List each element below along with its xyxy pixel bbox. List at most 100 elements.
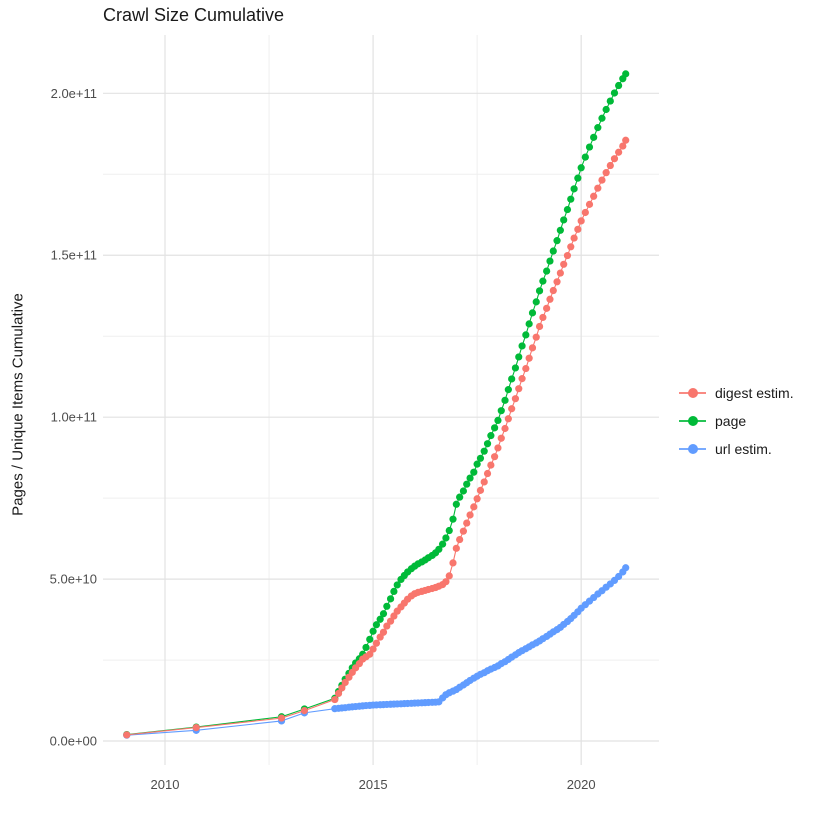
data-point: [480, 447, 488, 455]
data-point: [574, 174, 582, 182]
data-point: [501, 396, 509, 404]
data-point: [372, 639, 381, 647]
data-point: [539, 277, 547, 285]
data-point: [470, 468, 478, 476]
data-point: [487, 461, 495, 469]
legend-key-digest-icon: [679, 385, 706, 401]
legend-item-page: page: [679, 407, 794, 435]
data-point: [515, 385, 523, 393]
y-tick-label: 0.0e+00: [50, 734, 97, 749]
data-point: [622, 70, 630, 78]
data-point: [556, 269, 564, 277]
data-point: [553, 278, 561, 286]
chart-title: Crawl Size Cumulative: [103, 5, 285, 25]
data-point: [543, 267, 551, 275]
data-point: [570, 185, 578, 193]
data-point: [390, 587, 398, 596]
data-point: [341, 678, 349, 687]
data-point: [615, 81, 623, 90]
legend-key-page-icon: [679, 413, 706, 429]
data-point: [560, 260, 568, 268]
data-point: [466, 511, 474, 519]
data-point: [567, 195, 575, 203]
data-point: [615, 572, 623, 581]
data-point: [622, 564, 630, 572]
data-point: [379, 610, 388, 618]
data-point: [549, 247, 557, 255]
data-point: [379, 628, 388, 636]
legend-label-url: url estim.: [715, 441, 772, 457]
data-point: [466, 474, 474, 482]
data-point: [372, 621, 381, 629]
data-point: [532, 333, 540, 341]
data-point: [470, 503, 478, 511]
data-point: [393, 581, 401, 589]
data-point: [338, 684, 346, 692]
data-point: [435, 545, 443, 553]
data-point: [334, 689, 343, 698]
data-point: [473, 495, 481, 503]
data-point: [369, 645, 377, 653]
data-point: [515, 353, 523, 361]
legend: digest estim. page url estim.: [679, 379, 794, 463]
data-point: [615, 148, 623, 156]
data-point: [598, 114, 606, 122]
data-point: [590, 192, 598, 200]
data-point: [442, 534, 450, 542]
data-point: [491, 424, 499, 432]
data-point: [459, 487, 468, 495]
data-point: [386, 617, 395, 625]
data-point: [331, 695, 339, 704]
data-point: [476, 486, 485, 494]
data-point: [508, 375, 516, 383]
data-point: [585, 143, 594, 151]
data-point: [518, 342, 526, 350]
data-point: [463, 480, 471, 488]
x-tick-label: 2010: [151, 777, 180, 792]
data-point: [528, 309, 537, 317]
data-point: [535, 287, 544, 295]
y-tick-label: 2.0e+11: [51, 86, 97, 101]
legend-key-url-icon: [679, 441, 706, 457]
x-tick-label: 2015: [359, 777, 388, 792]
data-point: [590, 133, 598, 141]
data-point: [449, 559, 457, 567]
data-point: [567, 243, 575, 251]
data-point: [525, 354, 533, 362]
y-tick-label: 1.5e+11: [51, 248, 97, 263]
data-point: [602, 169, 610, 177]
data-point: [622, 136, 630, 144]
y-axis-title: Pages / Unique Items Cumulative: [9, 293, 27, 516]
data-point: [556, 226, 564, 234]
data-point: [574, 225, 582, 233]
data-point: [560, 216, 568, 224]
data-point: [602, 105, 610, 114]
data-point: [525, 320, 533, 328]
data-point: [442, 578, 450, 586]
data-point: [619, 142, 627, 150]
data-point: [511, 395, 520, 403]
data-point: [438, 540, 447, 548]
x-tick-label: 2020: [567, 777, 596, 792]
data-point: [362, 643, 370, 652]
data-point: [366, 635, 374, 643]
data-point: [549, 286, 557, 295]
data-point: [480, 478, 488, 486]
data-point: [277, 714, 286, 722]
data-point: [528, 344, 537, 352]
data-point: [449, 515, 457, 523]
data-point: [504, 415, 512, 423]
data-point: [494, 444, 502, 452]
y-tick-label: 1.0e+11: [51, 410, 97, 425]
data-point: [535, 322, 544, 331]
data-point: [522, 364, 530, 373]
data-point: [452, 544, 460, 552]
data-point: [386, 595, 395, 603]
data-point: [610, 155, 619, 163]
data-point: [501, 424, 509, 433]
data-point: [508, 405, 516, 413]
data-point: [594, 124, 602, 132]
series-line-url estim.: [126, 567, 627, 736]
data-point: [383, 622, 391, 630]
data-point: [598, 176, 606, 184]
